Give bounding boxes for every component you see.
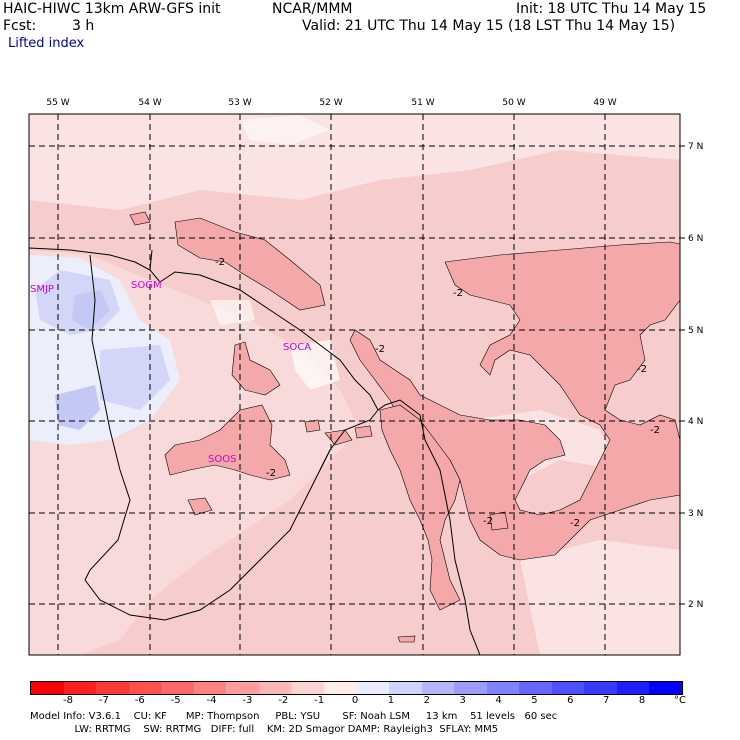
colorbar-swatch xyxy=(519,682,552,694)
contour-label: -2 xyxy=(375,344,385,355)
colorbar-swatch xyxy=(551,682,585,694)
contour-label: -2 xyxy=(650,425,660,436)
longitude-labels: 55 W 54 W 53 W 52 W 51 W 50 W 49 W xyxy=(46,98,616,108)
lat-label: 2 N xyxy=(688,600,703,610)
contour-label: -2 xyxy=(215,257,225,268)
colorbar-tick-label: -1 xyxy=(314,695,325,706)
lon-label: 51 W xyxy=(411,98,434,108)
plot-area: -2 -2 -2 -2 -2 -2 -2 -2 SMJP SOGM SOCA S… xyxy=(28,113,681,656)
lon-label: 53 W xyxy=(228,98,251,108)
colorbar-tick-label: 5 xyxy=(531,695,538,706)
model-info-line2: LW: RRTMG SW: RRTMG DIFF: full KM: 2D Sm… xyxy=(30,724,499,735)
colorbar-tick-label: 4 xyxy=(495,695,502,706)
contour-label: -2 xyxy=(453,288,463,299)
colorbar-tick-label: -2 xyxy=(278,695,289,706)
colorbar-tick-label: -7 xyxy=(98,695,109,706)
field-name: Lifted index xyxy=(8,36,85,51)
forecast-value: 3 h xyxy=(72,18,95,34)
colorbar-swatch xyxy=(291,682,324,694)
station-label: SOGM xyxy=(131,280,162,291)
lifted-index-map: 55 W 54 W 53 W 52 W 51 W 50 W 49 W xyxy=(28,98,703,656)
colorbar-tick-label: 0 xyxy=(351,695,359,706)
lat-label: 7 N xyxy=(688,142,703,152)
colorbar-swatch xyxy=(486,682,520,694)
colorbar-tick-label: -4 xyxy=(206,695,217,706)
init-time: Init: 18 UTC Thu 14 May 15 xyxy=(516,1,707,17)
colorbar-swatch xyxy=(323,682,357,694)
contour-label: -2 xyxy=(266,468,276,479)
colorbar-swatch xyxy=(226,682,259,694)
organization: NCAR/MMM xyxy=(272,1,353,17)
colorbar-swatch xyxy=(616,682,650,694)
lat-label: 5 N xyxy=(688,326,703,336)
contour-label: -2 xyxy=(637,364,647,375)
colorbar-swatch xyxy=(193,682,227,694)
colorbar-tick-label: -8 xyxy=(63,695,73,706)
colorbar-tick-label: 7 xyxy=(602,695,610,706)
forecast-label: Fcst: xyxy=(3,18,37,34)
colorbar-tick-label: 1 xyxy=(387,695,395,706)
colorbar-unit: °C xyxy=(674,695,686,706)
lat-label: 6 N xyxy=(688,234,703,244)
colorbar-tick-label: 6 xyxy=(567,695,574,706)
colorbar-tick-label: 8 xyxy=(638,695,646,706)
colorbar-swatch xyxy=(356,682,390,694)
station-label: SMJP xyxy=(30,284,54,295)
colorbar-swatch xyxy=(389,682,422,694)
colorbar-swatch xyxy=(161,682,194,694)
station-label: SOOS xyxy=(208,454,236,465)
model-title: HAIC-HIWC 13km ARW-GFS init xyxy=(3,1,221,17)
colorbar-swatch xyxy=(128,682,162,694)
lon-label: 49 W xyxy=(593,98,616,108)
colorbar-tick-label: -6 xyxy=(134,695,145,706)
valid-time: Valid: 21 UTC Thu 14 May 15 (18 LST Thu … xyxy=(302,18,676,34)
lat-label: 4 N xyxy=(688,417,703,427)
colorbar-tick-label: -3 xyxy=(242,695,253,706)
colorbar-tick-label: -5 xyxy=(170,695,181,706)
colorbar xyxy=(30,681,683,695)
colorbar-swatch xyxy=(31,682,64,694)
colorbar-swatch xyxy=(584,682,617,694)
colorbar-tick-label: 2 xyxy=(423,695,430,706)
colorbar-swatch xyxy=(96,682,129,694)
lat-label: 3 N xyxy=(688,509,703,519)
colorbar-swatch xyxy=(454,682,487,694)
lon-label: 54 W xyxy=(138,98,161,108)
lon-label: 55 W xyxy=(46,98,69,108)
colorbar-swatch xyxy=(421,682,455,694)
colorbar-swatch xyxy=(258,682,292,694)
model-info-line1: Model Info: V3.6.1 CU: KF MP: Thompson P… xyxy=(30,711,558,722)
colorbar-swatch xyxy=(649,682,682,694)
colorbar-tick-label: 3 xyxy=(459,695,466,706)
station-label: SOCA xyxy=(283,342,311,353)
lon-label: 52 W xyxy=(319,98,342,108)
contour-label: -2 xyxy=(570,518,580,529)
lon-label: 50 W xyxy=(502,98,525,108)
contour-label: -2 xyxy=(483,516,493,527)
colorbar-swatch xyxy=(63,682,97,694)
latitude-labels: 7 N 6 N 5 N 4 N 3 N 2 N xyxy=(680,142,703,610)
